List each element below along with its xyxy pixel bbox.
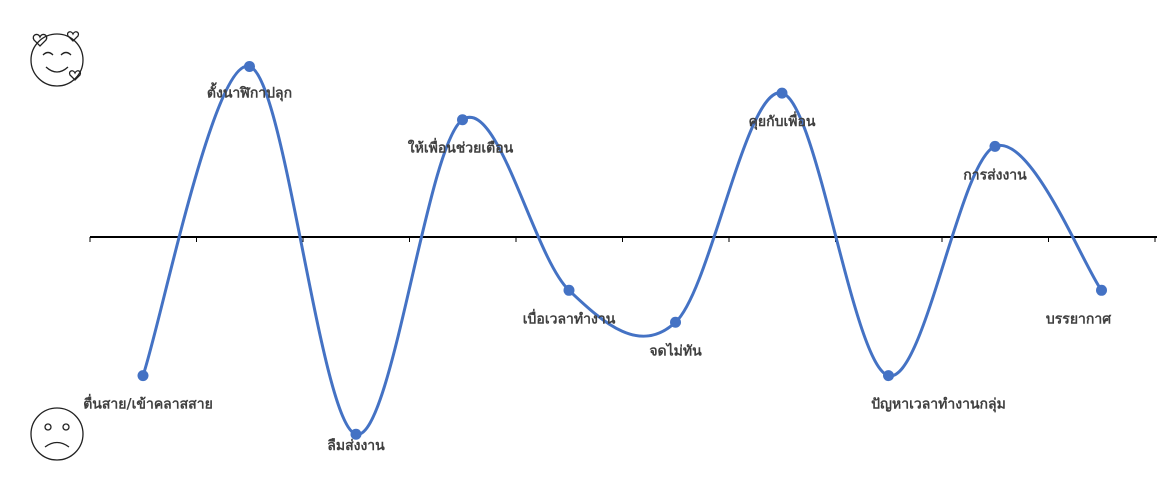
- data-label: ตั้งนาฬิกาปลุก: [207, 81, 292, 101]
- data-label: การส่งงาน: [963, 167, 1027, 183]
- data-point-marker: [563, 284, 575, 296]
- data-point-marker: [883, 370, 894, 382]
- data-label: ปัญหาเวลาทำงานกลุ่ม: [871, 397, 1006, 413]
- data-point-marker: [350, 428, 362, 440]
- data-label: บรรยากาศ: [1046, 311, 1112, 327]
- data-point-marker: [137, 370, 149, 382]
- data-point-marker: [457, 114, 468, 126]
- data-label: ตื่นสาย/เข้าคลาสสาย: [83, 394, 213, 413]
- data-point-marker: [244, 60, 255, 72]
- sad-face-icon: [30, 407, 84, 461]
- data-point-marker: [1096, 284, 1107, 296]
- data-label: ให้เพื่อนช่วยเตือน: [408, 138, 514, 157]
- smiling-face-with-hearts-icon: [30, 31, 84, 87]
- data-point-marker: [989, 140, 1001, 152]
- data-point-marker: [776, 87, 788, 99]
- data-label: คุยกับเพื่อน: [749, 111, 816, 130]
- data-point-marker: [670, 316, 681, 328]
- series-line: [141, 64, 1103, 436]
- data-label: เบื่อเวลาทำงาน: [523, 308, 616, 327]
- data-label: จดไม่ทัน: [649, 341, 702, 359]
- data-label: ลืมส่งงาน: [327, 438, 385, 454]
